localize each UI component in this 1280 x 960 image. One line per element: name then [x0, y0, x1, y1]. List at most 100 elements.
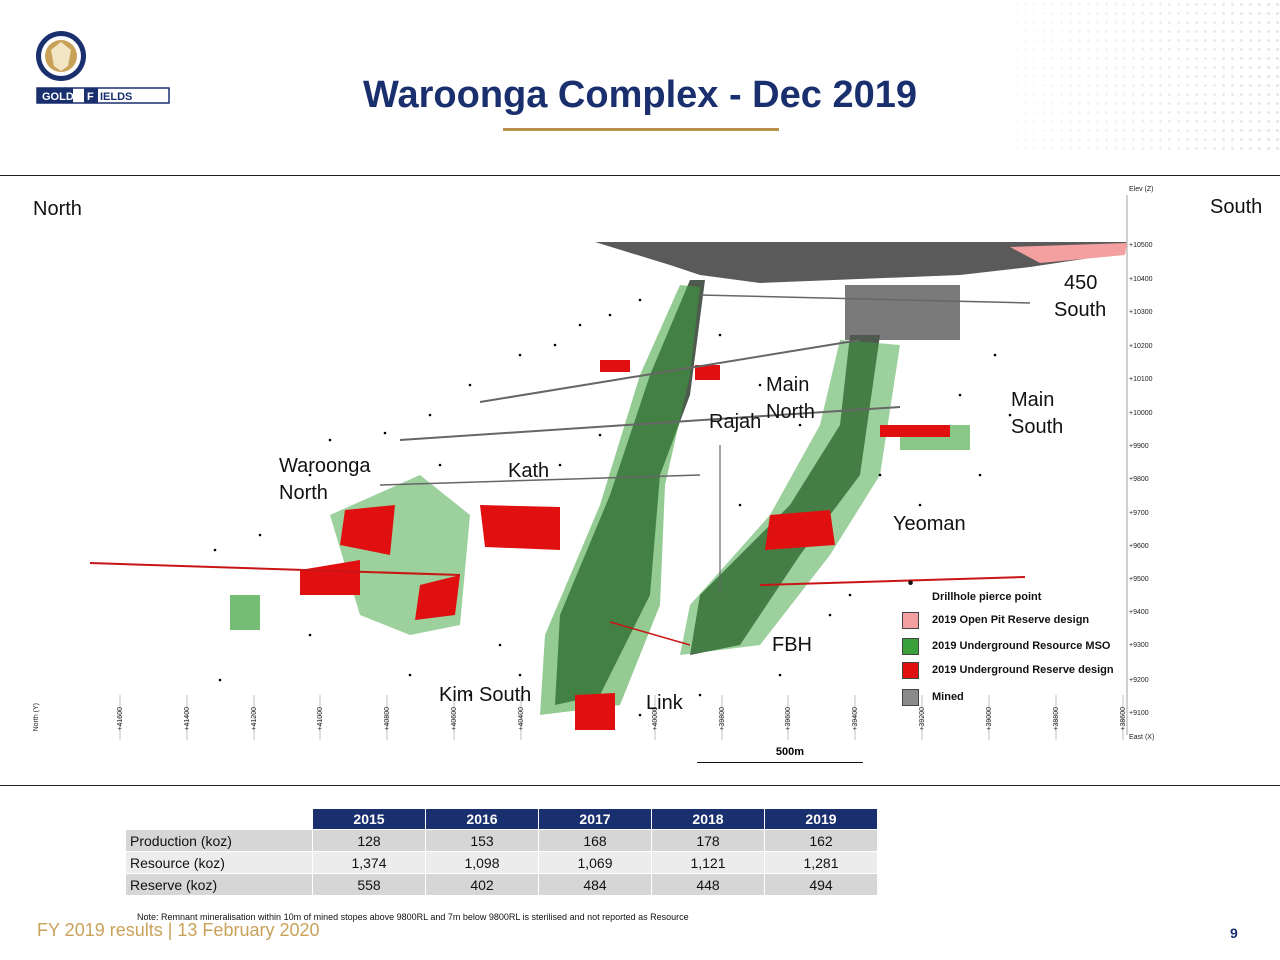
- legend-underground-reserve: 2019 Underground Reserve design: [902, 660, 1114, 680]
- table-row-label: Resource (koz): [126, 852, 312, 873]
- label-yeoman: Yeoman: [893, 513, 966, 535]
- table-row: Reserve (koz) 558 402 484 448 494: [126, 874, 877, 895]
- open-pit-reserve: [1010, 243, 1127, 263]
- table-header-cell: 2015: [313, 809, 425, 829]
- svg-text:F: F: [87, 91, 94, 103]
- title-underline: [503, 128, 779, 131]
- north-tick: +39800: [719, 707, 726, 731]
- legend-swatch: [902, 637, 919, 655]
- label-rajah: Rajah: [709, 411, 762, 433]
- section-top-border: [0, 175, 1280, 176]
- legend-swatch: [902, 688, 919, 706]
- footnote: Note: Remnant mineralisation within 10m …: [137, 912, 689, 922]
- table-row: Production (koz) 128 153 168 178 162: [126, 830, 877, 851]
- table-row-label: Production (koz): [126, 830, 312, 851]
- reserve-main-north: [695, 365, 720, 380]
- north-axis-label: North (Y): [33, 703, 40, 732]
- elevation-tick: +9800: [1129, 476, 1149, 483]
- north-tick: +41600: [117, 707, 124, 731]
- north-tick: +38800: [1053, 707, 1060, 731]
- legend-drillhole: • Drillhole pierce point: [902, 575, 1042, 604]
- label-main-north: Main North: [766, 374, 815, 423]
- legend-mined: Mined: [902, 687, 964, 707]
- east-axis-label: East (X): [1129, 734, 1155, 741]
- page-number: 9: [1230, 925, 1238, 941]
- table-header-cell: 2016: [426, 809, 538, 829]
- elevation-tick: +9600: [1129, 543, 1149, 550]
- resource-south: [680, 340, 900, 655]
- north-tick: +40400: [518, 707, 525, 731]
- scale-label: 500m: [775, 746, 805, 758]
- elevation-tick: +9100: [1129, 710, 1149, 717]
- north-direction-label: North: [33, 198, 82, 220]
- table-header-cell: 2017: [539, 809, 651, 829]
- table-cell: 494: [765, 874, 877, 895]
- table-cell: 1,281: [765, 852, 877, 873]
- table-header-cell: 2018: [652, 809, 764, 829]
- resource-central: [540, 285, 700, 715]
- table-row: Resource (koz) 1,374 1,098 1,069 1,121 1…: [126, 852, 877, 873]
- table-cell: 153: [426, 830, 538, 851]
- mined-stopes-main-south: [845, 285, 960, 340]
- north-tick: +40800: [384, 707, 391, 731]
- decorative-dot-pattern: [940, 0, 1280, 150]
- label-fbh: FBH: [772, 634, 812, 656]
- north-tick: +41200: [251, 707, 258, 731]
- table-cell: 558: [313, 874, 425, 895]
- north-tick: +38600: [1120, 707, 1127, 731]
- reserve-rajah: [600, 360, 630, 372]
- table-cell: 1,069: [539, 852, 651, 873]
- north-tick: +40600: [451, 707, 458, 731]
- page-title: Waroonga Complex - Dec 2019: [363, 74, 917, 116]
- table-cell: 1,121: [652, 852, 764, 873]
- footer-text: FY 2019 results | 13 February 2020: [37, 920, 320, 940]
- elevation-tick: +9900: [1129, 443, 1149, 450]
- table-cell: 162: [765, 830, 877, 851]
- elevation-tick: +9200: [1129, 677, 1149, 684]
- label-kim-south: Kim South: [439, 684, 532, 706]
- reserve-yeoman: [765, 510, 835, 550]
- reserve-main-south: [880, 425, 950, 437]
- drillhole-dot-icon: •: [907, 575, 914, 592]
- reserve-kath: [480, 505, 560, 550]
- legend-swatch: [902, 661, 919, 679]
- table-cell: 178: [652, 830, 764, 851]
- label-link: Link: [646, 692, 683, 714]
- north-tick: +39600: [785, 707, 792, 731]
- elevation-tick: +9500: [1129, 576, 1149, 583]
- elevation-tick: +9400: [1129, 609, 1149, 616]
- north-tick: +39400: [852, 707, 859, 731]
- gold-fields-logo: GOLD F IELDS: [36, 31, 170, 104]
- legend-underground-resource: 2019 Underground Resource MSO: [902, 636, 1111, 656]
- table-header-cell: 2019: [765, 809, 877, 829]
- table-cell: 402: [426, 874, 538, 895]
- elevation-tick: +10500: [1129, 242, 1153, 249]
- table-cell: 128: [313, 830, 425, 851]
- table-header-cell: [126, 809, 312, 829]
- elevation-tick: +10200: [1129, 343, 1153, 350]
- legend-swatch: [902, 611, 919, 629]
- elevation-axis-label: Elev (Z): [1129, 186, 1154, 193]
- north-tick: +39000: [986, 707, 993, 731]
- north-tick: +41400: [184, 707, 191, 731]
- legend-open-pit-reserve: 2019 Open Pit Reserve design: [902, 610, 1089, 630]
- table-cell: 1,098: [426, 852, 538, 873]
- reserve-mid: [415, 575, 460, 620]
- north-tick: +39200: [919, 707, 926, 731]
- label-kath: Kath: [508, 460, 550, 482]
- south-direction-label: South: [1210, 196, 1263, 218]
- elevation-tick: +9300: [1129, 642, 1149, 649]
- long-section-diagram: [89, 195, 1128, 740]
- elevation-tick: +10300: [1129, 309, 1153, 316]
- elevation-tick: +10400: [1129, 276, 1153, 283]
- svg-text:IELDS: IELDS: [100, 91, 132, 103]
- elevation-tick: +9700: [1129, 510, 1149, 517]
- table-cell: 1,374: [313, 852, 425, 873]
- label-waroonga-north: Waroonga North: [279, 455, 371, 504]
- table-row-label: Reserve (koz): [126, 874, 312, 895]
- svg-text:GOLD: GOLD: [42, 91, 74, 103]
- label-450-south: 450 South: [1054, 272, 1107, 321]
- north-tick: +41000: [317, 707, 324, 731]
- reserve-kim-south: [575, 693, 615, 730]
- table-header-row: 2015 2016 2017 2018 2019: [126, 809, 877, 829]
